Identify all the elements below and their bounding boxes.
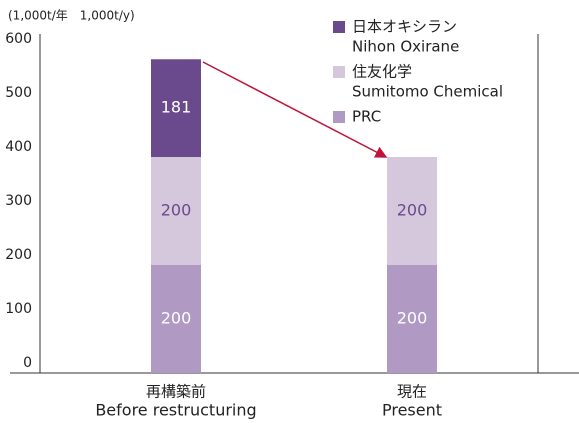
bar-segment	[387, 265, 437, 373]
bar-segment	[151, 157, 201, 265]
y-tick-label: 200	[5, 247, 32, 263]
y-tick-label: 500	[5, 85, 32, 101]
legend-swatch	[333, 66, 345, 78]
bar-segment	[151, 265, 201, 373]
legend-sublabel: Nihon Oxirane	[352, 38, 459, 56]
y-axis-label: (1,000t/年 1,000t/y)	[8, 9, 135, 23]
legend-swatch	[333, 21, 345, 33]
y-tick-label: 300	[5, 193, 32, 209]
x-tick-label: 現在	[397, 383, 427, 401]
y-tick-label: 400	[5, 139, 32, 155]
legend-swatch	[333, 111, 345, 123]
x-tick-sublabel: Before restructuring	[95, 401, 256, 420]
legend-sublabel: Sumitomo Chemical	[352, 83, 503, 101]
legend-label: 日本オキシラン	[352, 18, 457, 36]
value-label: 181	[161, 98, 192, 117]
bar-segment	[387, 157, 437, 265]
x-tick-sublabel: Present	[382, 401, 442, 420]
value-label: 200	[161, 201, 192, 220]
y-tick-label: 100	[5, 301, 32, 317]
arrow	[202, 61, 388, 158]
legend-label: 住友化学	[352, 63, 412, 81]
y-tick-label: 600	[5, 31, 32, 47]
x-tick-label: 再構築前	[146, 383, 206, 401]
legend-label: PRC	[352, 108, 381, 126]
bar-segment	[151, 59, 201, 158]
value-label: 200	[397, 201, 428, 220]
y-tick-label: 0	[23, 355, 32, 371]
value-label: 200	[397, 309, 428, 328]
value-label: 200	[161, 309, 192, 328]
